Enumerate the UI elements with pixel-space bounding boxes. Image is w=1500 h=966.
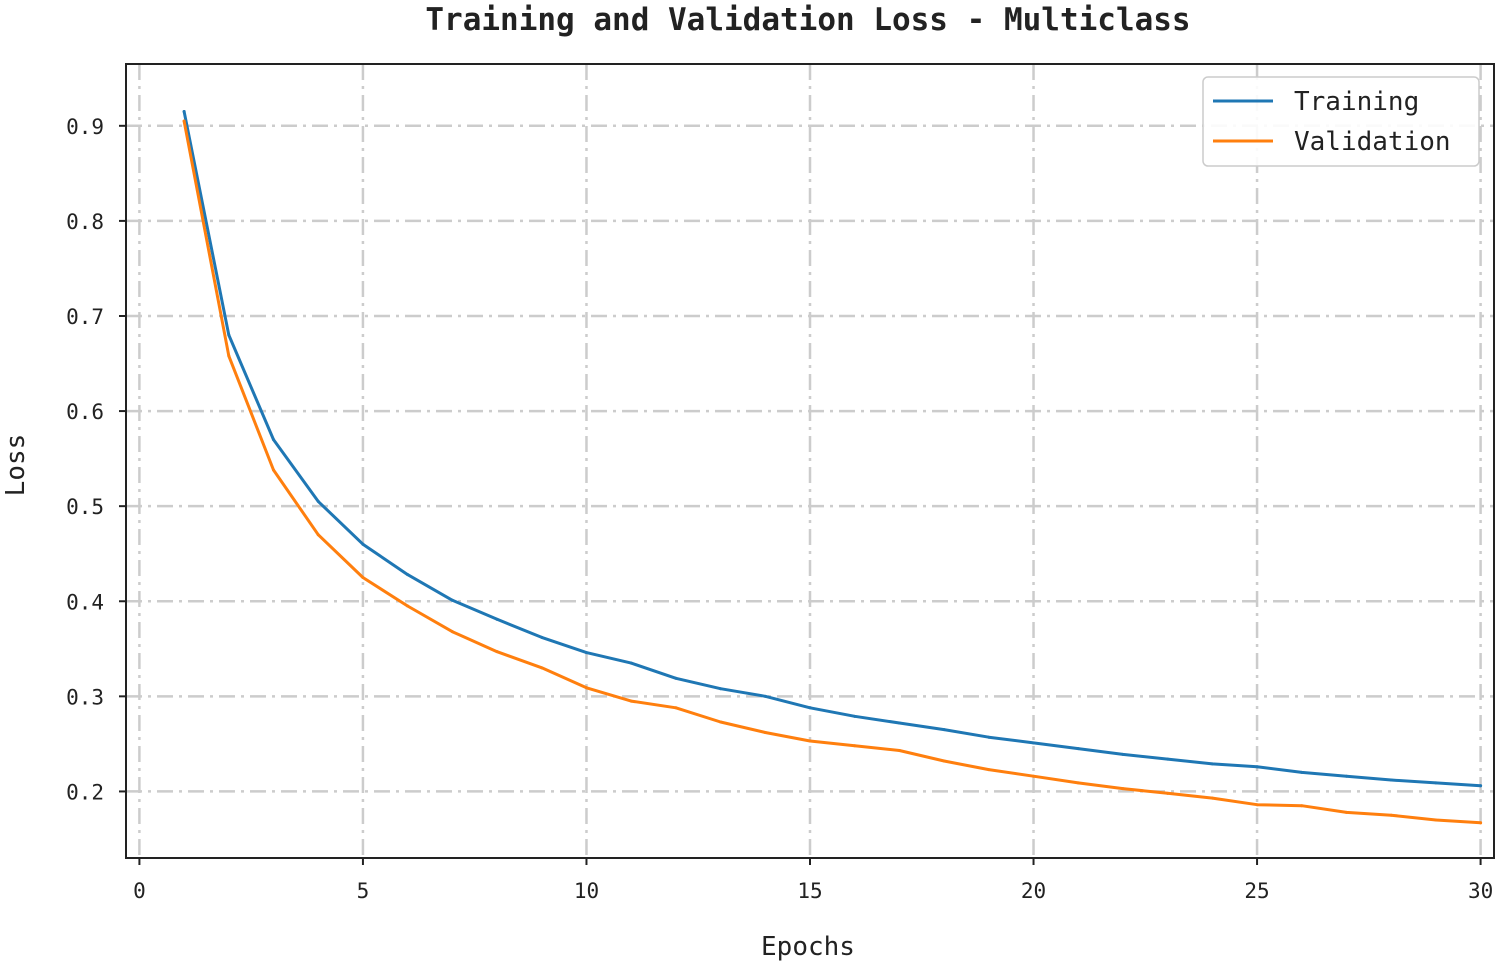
axis-ticks: 0 5 10 15 20 25 30 0.2 0.3 0.4 0.5 0.6 0.7 0.8 0.9 (66, 115, 1493, 903)
grid (126, 64, 1494, 858)
data-point-training (495, 617, 499, 621)
data-point-validation (1434, 818, 1438, 822)
data-point-validation (853, 744, 857, 748)
data-point-validation (1344, 810, 1348, 814)
data-point-training (719, 687, 723, 691)
data-point-training (316, 499, 320, 503)
y-tick-label: 0.5 (66, 495, 104, 519)
legend: Training Validation (1202, 76, 1480, 167)
data-point-training (897, 721, 901, 725)
legend-validation-label: Validation (1294, 127, 1451, 157)
y-tick-label: 0.2 (66, 780, 104, 804)
y-tick-label: 0.8 (66, 210, 104, 234)
data-point-training (540, 635, 544, 639)
data-point-validation (1479, 821, 1483, 825)
data-point-training (1166, 757, 1170, 761)
data-point-validation (1389, 813, 1393, 817)
data-point-training (1121, 752, 1125, 756)
data-point-validation (450, 630, 454, 634)
data-point-training (584, 651, 588, 655)
x-tick-label: 0 (133, 879, 146, 903)
data-point-validation (987, 768, 991, 772)
x-tick-label: 10 (574, 879, 599, 903)
data-point-training (674, 676, 678, 680)
data-point-training (227, 333, 231, 337)
plot-frame (125, 63, 1495, 859)
data-point-validation (1032, 774, 1036, 778)
data-point-validation (629, 699, 633, 703)
data-point-training (1434, 781, 1438, 785)
data-point-validation (719, 720, 723, 724)
x-tick-label: 15 (797, 879, 822, 903)
data-point-validation (1210, 796, 1214, 800)
series-lines (182, 110, 1483, 825)
y-axis-label: Loss (1, 434, 31, 497)
x-axis-label: Epochs (761, 932, 855, 962)
data-point-validation (316, 533, 320, 537)
data-point-training (942, 728, 946, 732)
x-tick-label: 5 (357, 879, 370, 903)
data-point-validation (1255, 803, 1259, 807)
data-point-validation (1076, 781, 1080, 785)
data-point-validation (227, 354, 231, 358)
data-point-validation (942, 759, 946, 763)
data-point-training (361, 542, 365, 546)
x-tick-label: 25 (1244, 879, 1269, 903)
data-point-training (182, 110, 186, 114)
data-point-validation (1166, 791, 1170, 795)
y-tick-label: 0.7 (66, 305, 104, 329)
data-point-training (987, 735, 991, 739)
data-point-validation (182, 119, 186, 123)
data-point-training (1389, 778, 1393, 782)
data-point-validation (406, 604, 410, 608)
data-point-training (450, 598, 454, 602)
data-point-validation (1121, 787, 1125, 791)
data-point-training (1076, 747, 1080, 751)
y-tick-label: 0.4 (66, 590, 104, 614)
data-point-validation (1300, 804, 1304, 808)
legend-training-label: Training (1294, 87, 1419, 117)
x-tick-label: 20 (1021, 879, 1046, 903)
x-tick-label: 30 (1468, 879, 1493, 903)
data-point-training (808, 706, 812, 710)
y-tick-label: 0.6 (66, 400, 104, 424)
data-point-training (272, 438, 276, 442)
data-point-training (1479, 784, 1483, 788)
data-point-validation (495, 650, 499, 654)
data-point-training (1344, 774, 1348, 778)
data-point-validation (272, 468, 276, 472)
data-point-validation (361, 575, 365, 579)
legend-box (1202, 76, 1480, 167)
data-point-validation (584, 686, 588, 690)
data-point-validation (808, 739, 812, 743)
y-tick-label: 0.3 (66, 685, 104, 709)
data-point-training (629, 661, 633, 665)
series-line-training (182, 110, 1483, 788)
data-point-validation (897, 749, 901, 753)
chart-title: Training and Validation Loss - Multiclas… (425, 2, 1190, 38)
data-point-validation (674, 706, 678, 710)
data-point-training (763, 694, 767, 698)
data-point-training (1255, 765, 1259, 769)
data-point-training (1032, 741, 1036, 745)
data-point-validation (540, 666, 544, 670)
data-point-training (406, 573, 410, 577)
series-line-validation (182, 119, 1483, 825)
data-point-training (853, 714, 857, 718)
data-point-validation (763, 730, 767, 734)
y-tick-label: 0.9 (66, 115, 104, 139)
data-point-training (1210, 762, 1214, 766)
data-point-training (1300, 770, 1304, 774)
